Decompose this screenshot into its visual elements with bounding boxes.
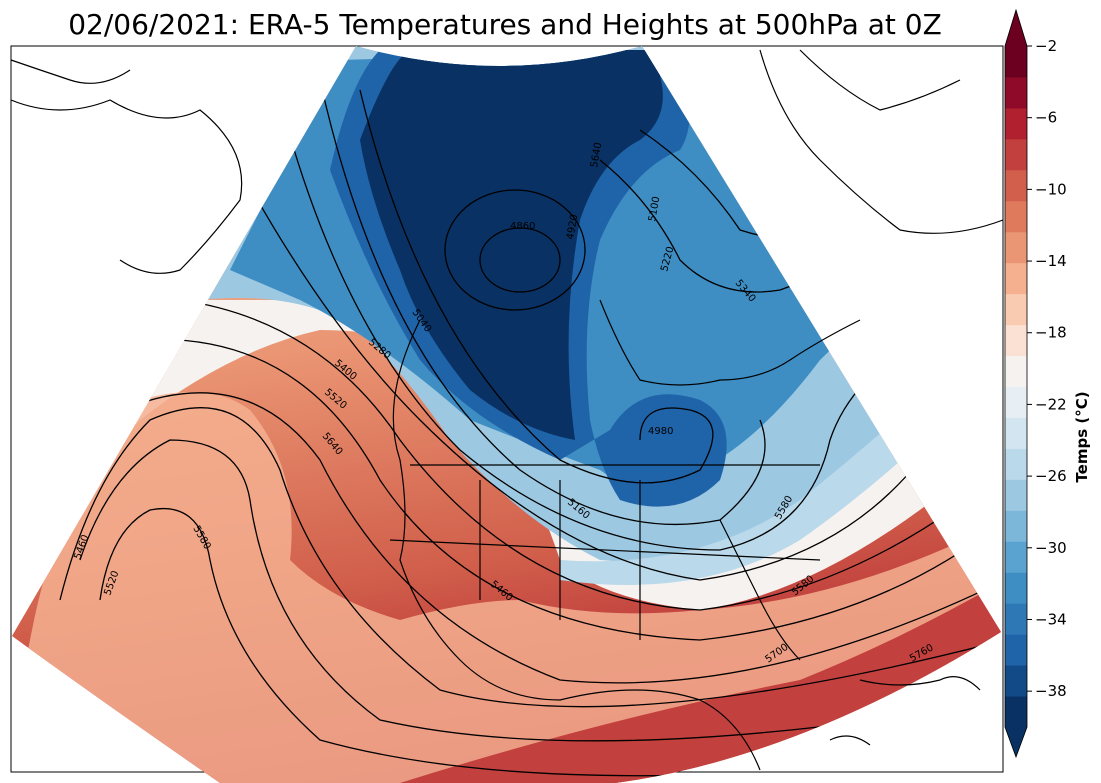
colorbar-segment [1005,231,1027,264]
contour-label: 4920 [565,214,580,241]
colorbar-tick-label: −2 [1035,37,1057,55]
colorbar-tick-label: −18 [1035,324,1067,342]
colorbar-tick-label: −22 [1035,395,1067,413]
colorbar-segment [1005,324,1027,357]
colorbar-segment [1005,417,1027,449]
colorbar-segment [1005,634,1027,666]
colorbar-segment [1005,262,1027,295]
colorbar-tick-label: −26 [1035,467,1067,485]
colorbar-tick-label: −30 [1035,539,1067,557]
colorbar-segment [1005,200,1027,233]
colorbar-segment [1005,169,1027,202]
colorbar-extend-max [1005,10,1027,46]
map-title: 02/06/2021: ERA-5 Temperatures and Heigh… [68,8,942,41]
colorbar-segment [1005,107,1027,140]
colorbar-tick-label: −14 [1035,252,1067,270]
colorbar-segment [1005,386,1027,418]
colorbar-segment [1005,541,1027,573]
colorbar-segment [1005,510,1027,542]
colorbar-segment [1005,572,1027,604]
colorbar-segment [1005,293,1027,326]
colorbar-tick-label: −34 [1035,610,1067,628]
colorbar: −2 −6 −10 −14 −18 −22 −26 −30 −34 −38 [1004,8,1067,759]
colorbar-segment [1005,138,1027,171]
colorbar-segment [1005,479,1027,511]
colorbar-tick-label: −38 [1035,682,1067,700]
colorbar-extend-min [1005,727,1027,757]
colorbar-segment [1005,603,1027,635]
colorbar-label: Temps (°C) [1073,391,1091,482]
contour-label: 5640 [589,142,604,169]
contour-label: 4980 [648,426,673,437]
height-contours [59,79,1001,777]
colorbar-segment [1005,46,1027,78]
coastlines [10,49,1004,771]
contour-label: 5100 [647,196,662,223]
colorbar-tick-label: −10 [1035,180,1067,198]
colorbar-segment [1005,696,1027,728]
colorbar-segment [1005,76,1027,109]
colorbar-segment [1005,665,1027,697]
colorbar-segment [1005,448,1027,480]
colorbar-outline [1004,8,1028,759]
contour-label: 4860 [510,221,535,232]
colorbar-segment [1005,355,1027,387]
colorbar-tick-label: −6 [1035,109,1057,127]
